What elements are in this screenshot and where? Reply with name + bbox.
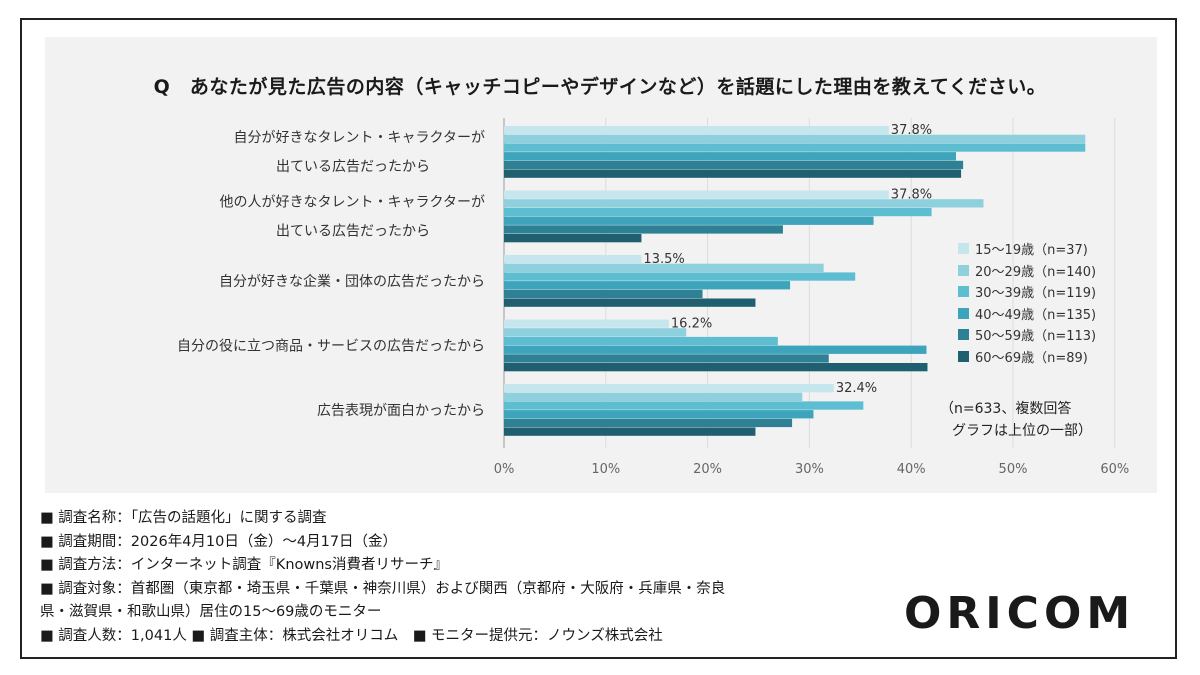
bar	[504, 263, 824, 272]
bar	[504, 169, 962, 178]
legend-label: 20～29歳（n=140)	[975, 264, 1097, 280]
survey-info: ■ 調査名称：「広告の話題化」に関する調査 ■ 調査期間：2026年4月10日（金…	[40, 507, 880, 648]
x-tick-label: 60%	[1100, 462, 1129, 477]
sample-note: （n=633、複数回答 グラフは上位の一部）	[940, 398, 1092, 442]
bar	[504, 143, 1086, 152]
x-tick-label: 0%	[494, 462, 515, 477]
bar	[504, 207, 932, 217]
oricom-logo: ORICOM	[904, 588, 1136, 639]
legend-item: 50～59歳（n=113)	[958, 324, 1096, 346]
question-title: Q あなたが見た広告の内容（キャッチコピーやデザインなど）を話題にした理由を教え…	[153, 76, 1047, 98]
category-label: 出ている広告だったから	[276, 159, 430, 175]
survey-info-line: ■ 調査名称：「広告の話題化」に関する調査	[40, 510, 327, 526]
legend-swatch	[958, 243, 969, 255]
data-label: 32.4%	[836, 381, 877, 396]
bar	[504, 160, 964, 170]
bar	[504, 298, 756, 307]
x-tick-label: 30%	[795, 462, 824, 477]
legend-item: 40～49歳（n=135)	[958, 303, 1096, 325]
category-label: 広告表現が面白かったから	[317, 403, 485, 419]
data-label: 13.5%	[643, 252, 684, 267]
bar	[504, 392, 803, 401]
bar	[504, 418, 793, 428]
bar	[504, 255, 642, 264]
bar	[504, 216, 874, 225]
bar	[504, 354, 829, 363]
bar	[504, 384, 834, 393]
bar	[504, 336, 778, 346]
legend-label: 30～39歳（n=119)	[975, 286, 1097, 302]
survey-info-line: ■ 調査対象：首都圏（東京都・埼玉県・千葉県・神奈川県）および関西（京都府・大阪…	[40, 580, 726, 597]
x-tick-label: 20%	[693, 462, 722, 477]
bar	[504, 328, 687, 337]
category-label: 自分が好きなタレント・キャラクターが	[234, 130, 485, 146]
survey-info-line: ■ 調査人数：1,041人 ■ 調査主体：株式会社オリコム ■ モニター提供元：…	[40, 627, 663, 644]
legend: 15～19歳（n=37) 20～29歳（n=140) 30～39歳（n=119) 40…	[958, 238, 1096, 367]
bar	[504, 363, 928, 372]
survey-info-line: ■ 調査期間：2026年4月10日（金）～4月17日（金）	[40, 533, 398, 550]
category-label: 他の人が好きなタレント・キャラクターが	[220, 195, 485, 211]
bar	[504, 345, 927, 354]
legend-swatch	[958, 286, 969, 298]
legend-swatch	[958, 307, 969, 319]
bar	[504, 126, 889, 135]
survey-info-line: ■ 調査方法：インターネット調査『Knowns消費者リサーチ』	[40, 557, 448, 573]
bar	[504, 190, 889, 199]
legend-label: 15～19歳（n=37)	[975, 243, 1088, 259]
x-tick-label: 40%	[897, 462, 926, 477]
data-label: 37.8%	[891, 123, 932, 138]
category-label: 自分の役に立つ商品・サービスの広告だったから	[177, 339, 485, 355]
legend-item: 15～19歳（n=37)	[958, 238, 1096, 260]
bar	[504, 427, 756, 436]
note-line-2: グラフは上位の一部）	[952, 423, 1092, 439]
x-tick-label: 50%	[999, 462, 1028, 477]
legend-label: 50～59歳（n=113)	[975, 329, 1097, 345]
legend-swatch	[958, 350, 969, 362]
legend-item: 30～39歳（n=119)	[958, 281, 1096, 303]
legend-label: 40～49歳（n=135)	[975, 307, 1097, 323]
bar	[504, 234, 642, 243]
category-label: 自分が好きな企業・団体の広告だったから	[219, 273, 485, 290]
data-label: 37.8%	[891, 188, 932, 203]
bar	[504, 410, 814, 419]
bar	[504, 225, 783, 234]
legend-swatch	[958, 329, 969, 341]
category-label: 出ている広告だったから	[276, 224, 430, 240]
bar	[504, 319, 669, 328]
bar	[504, 134, 1086, 143]
bar	[504, 199, 984, 208]
legend-item: 60～69歳（n=89)	[958, 346, 1096, 368]
bar	[504, 401, 864, 410]
note-line-1: （n=633、複数回答	[940, 401, 1072, 417]
bar	[504, 152, 956, 161]
bar	[504, 289, 703, 299]
legend-label: 60～69歳（n=89)	[975, 350, 1088, 366]
x-tick-label: 10%	[591, 462, 620, 477]
bar	[504, 272, 856, 281]
legend-swatch	[958, 264, 969, 276]
legend-item: 20～29歳（n=140)	[958, 260, 1096, 282]
bar	[504, 281, 791, 290]
data-label: 16.2%	[671, 317, 712, 332]
survey-info-line: 県・滋賀県・和歌山県）居住の15～69歳のモニター	[40, 604, 382, 620]
